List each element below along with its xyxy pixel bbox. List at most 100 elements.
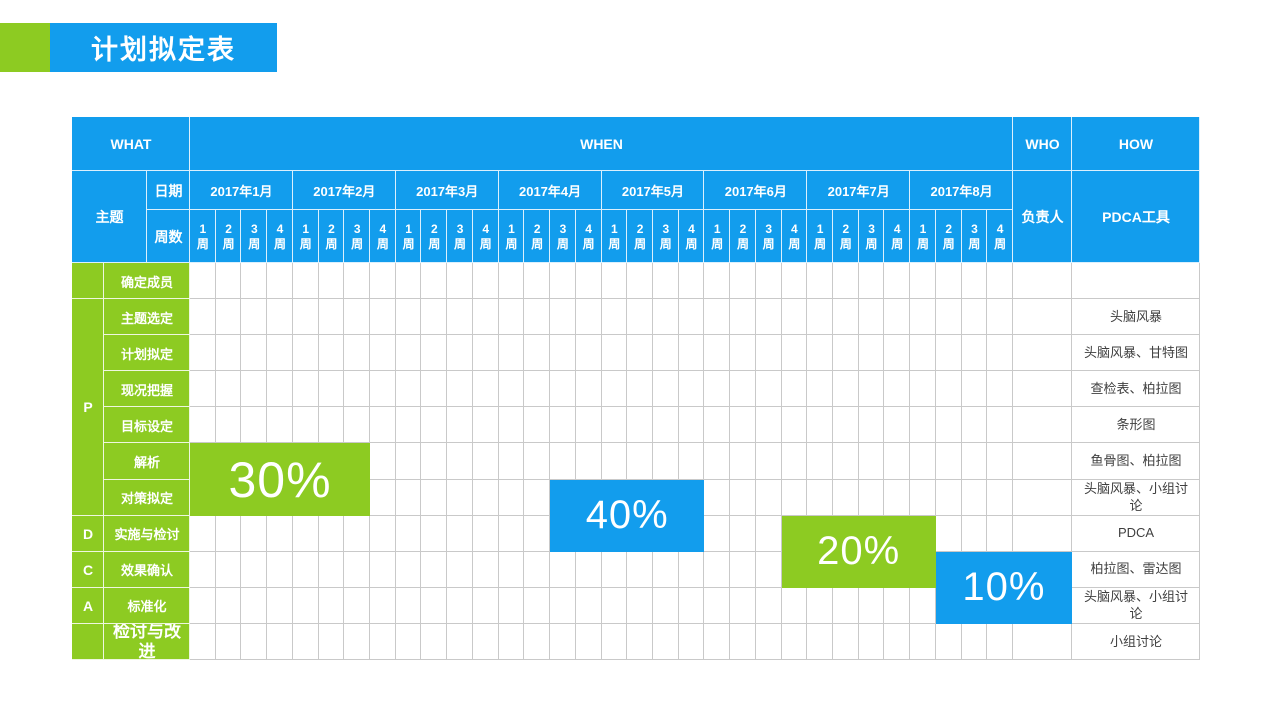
grid-cell bbox=[935, 515, 962, 552]
grid-cell bbox=[241, 299, 268, 336]
grid-cell bbox=[344, 299, 371, 336]
task-cell: 检讨与改进 bbox=[104, 623, 190, 660]
month-cell: 2017年3月 bbox=[395, 171, 499, 210]
grid-cell bbox=[370, 587, 396, 624]
month-cell: 2017年4月 bbox=[498, 171, 602, 210]
grid-cell bbox=[550, 407, 576, 444]
grid-cell bbox=[575, 551, 602, 588]
grid-cell bbox=[370, 623, 396, 660]
grid-cell bbox=[215, 335, 242, 372]
task-cell: 主题选定 bbox=[104, 299, 190, 336]
grid-cell bbox=[935, 371, 962, 408]
grid-cell bbox=[292, 587, 319, 624]
grid-cell bbox=[267, 263, 293, 300]
grid-cell bbox=[627, 335, 653, 372]
grid-cell bbox=[884, 479, 911, 516]
title-accent-square bbox=[0, 23, 50, 72]
grid-cell bbox=[858, 371, 885, 408]
grid-cell bbox=[395, 407, 422, 444]
subheader-date: 日期 bbox=[147, 171, 190, 210]
grid-cell bbox=[832, 299, 859, 336]
grid-cell bbox=[858, 263, 885, 300]
grid-cell bbox=[935, 443, 962, 480]
grid-cell bbox=[858, 299, 885, 336]
grid-cell bbox=[807, 299, 833, 336]
task-cell: 标准化 bbox=[104, 587, 190, 624]
grid-cell bbox=[652, 407, 679, 444]
task-cell: 解析 bbox=[104, 443, 190, 480]
grid-cell bbox=[215, 587, 242, 624]
tool-cell: 头脑风暴、甘特图 bbox=[1072, 335, 1200, 372]
grid-cell bbox=[910, 587, 936, 624]
grid-cell bbox=[704, 335, 731, 372]
month-cell: 2017年1月 bbox=[190, 171, 293, 210]
grid-cell bbox=[704, 551, 731, 588]
week-cell: 1 周 bbox=[601, 210, 628, 263]
grid-cell bbox=[215, 371, 242, 408]
grid-cell bbox=[524, 587, 551, 624]
grid-cell bbox=[292, 263, 319, 300]
grid-cell bbox=[832, 443, 859, 480]
grid-cell bbox=[1013, 479, 1072, 516]
grid-cell bbox=[344, 335, 371, 372]
grid-cell bbox=[318, 587, 345, 624]
grid-cell bbox=[832, 263, 859, 300]
week-cell: 2 周 bbox=[524, 210, 551, 263]
grid-cell bbox=[524, 407, 551, 444]
grid-cell bbox=[704, 371, 731, 408]
grid-cell bbox=[395, 515, 422, 552]
grid-cell bbox=[884, 443, 911, 480]
header-when: WHEN bbox=[190, 117, 1013, 171]
grid-cell bbox=[447, 587, 473, 624]
grid-cell bbox=[858, 443, 885, 480]
week-cell: 2 周 bbox=[421, 210, 448, 263]
grid-cell bbox=[190, 299, 216, 336]
grid-cell bbox=[601, 263, 628, 300]
grid-cell bbox=[498, 263, 525, 300]
grid-cell bbox=[652, 263, 679, 300]
grid-cell bbox=[935, 299, 962, 336]
month-cell: 2017年5月 bbox=[601, 171, 705, 210]
task-cell: 现况把握 bbox=[104, 371, 190, 408]
grid-cell bbox=[318, 407, 345, 444]
grid-cell bbox=[652, 371, 679, 408]
grid-cell bbox=[884, 623, 911, 660]
grid-cell bbox=[575, 623, 602, 660]
grid-cell bbox=[190, 623, 216, 660]
tool-cell: 头脑风暴、小组讨论 bbox=[1072, 479, 1200, 516]
grid-cell bbox=[370, 299, 396, 336]
grid-cell bbox=[550, 299, 576, 336]
grid-cell bbox=[447, 299, 473, 336]
grid-cell bbox=[472, 551, 499, 588]
grid-cell bbox=[472, 479, 499, 516]
grid-cell bbox=[190, 587, 216, 624]
week-cell: 2 周 bbox=[935, 210, 962, 263]
grid-cell bbox=[550, 371, 576, 408]
tool-cell: 鱼骨图、柏拉图 bbox=[1072, 443, 1200, 480]
phase-cell: P bbox=[72, 299, 104, 516]
grid-cell bbox=[961, 623, 988, 660]
tool-cell: 条形图 bbox=[1072, 407, 1200, 444]
grid-cell bbox=[472, 587, 499, 624]
grid-cell bbox=[807, 443, 833, 480]
grid-cell bbox=[781, 407, 808, 444]
grid-cell bbox=[241, 551, 268, 588]
grid-cell bbox=[190, 515, 216, 552]
grid-cell bbox=[910, 263, 936, 300]
grid-cell bbox=[1013, 515, 1072, 552]
grid-cell bbox=[730, 515, 756, 552]
grid-cell bbox=[1013, 443, 1072, 480]
gantt-bar: 10% bbox=[935, 551, 1072, 624]
grid-cell bbox=[344, 515, 371, 552]
grid-cell bbox=[498, 443, 525, 480]
grid-cell bbox=[472, 371, 499, 408]
week-cell: 3 周 bbox=[241, 210, 268, 263]
phase-cell bbox=[72, 623, 104, 660]
header-how: HOW bbox=[1072, 117, 1200, 171]
grid-cell bbox=[987, 299, 1013, 336]
grid-cell bbox=[730, 479, 756, 516]
grid-cell bbox=[267, 551, 293, 588]
grid-cell bbox=[472, 407, 499, 444]
subheader-weeks: 周数 bbox=[147, 210, 190, 263]
